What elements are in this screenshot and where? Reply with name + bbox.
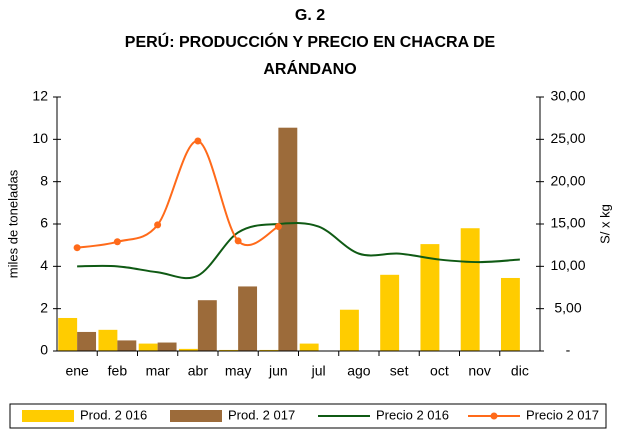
legend-label: Precio 2 016: [376, 407, 449, 422]
chart-title: G. 2: [295, 7, 325, 24]
y-tick-label: 8: [40, 172, 48, 188]
bar: [259, 349, 279, 351]
bar: [77, 331, 97, 351]
chart-title: PERÚ: PRODUCCIÓN Y PRECIO EN CHACRA DE: [125, 32, 496, 51]
line: [76, 140, 279, 249]
bar: [117, 340, 137, 351]
marker: [73, 244, 81, 252]
y2-axis-label: S/ x kg: [597, 204, 612, 244]
x-tick-label: mar: [146, 363, 170, 379]
y2-tick-label: 25,00: [550, 130, 585, 146]
y2-tick-label: 10,00: [550, 257, 585, 273]
x-tick-label: abr: [188, 363, 209, 379]
y-tick-label: 4: [40, 257, 48, 273]
marker: [154, 221, 162, 229]
chart-title: ARÁNDANO: [263, 59, 356, 78]
bar: [339, 309, 359, 351]
x-tick-label: jul: [311, 363, 326, 379]
bar: [460, 228, 480, 351]
x-tick-label: may: [225, 363, 251, 379]
marker: [113, 238, 121, 246]
y-tick-label: 12: [32, 88, 48, 104]
bar: [138, 343, 158, 351]
x-tick-label: set: [390, 363, 409, 379]
legend-box: [9, 403, 607, 429]
bar: [98, 329, 118, 351]
y2-tick-label: -: [566, 342, 571, 358]
x-tick-label: jun: [268, 363, 288, 379]
legend-label: Precio 2 017: [526, 407, 599, 422]
legend-label: Prod. 2 016: [80, 407, 147, 422]
marker: [194, 137, 202, 145]
y-tick-label: 10: [32, 130, 48, 146]
bar: [380, 274, 400, 351]
bar: [299, 343, 319, 351]
bar: [219, 349, 239, 351]
x-tick-label: nov: [468, 363, 491, 379]
y-axis-label: miles de toneladas: [5, 169, 20, 278]
y-tick-label: 2: [40, 299, 48, 315]
y2-tick-label: 5,00: [554, 299, 581, 315]
bar: [278, 127, 298, 351]
bar: [178, 348, 198, 351]
bar: [238, 286, 258, 351]
x-tick-label: ago: [347, 363, 371, 379]
y-tick-label: 0: [40, 342, 48, 358]
legend-swatch: [22, 410, 74, 422]
legend-swatch: [170, 410, 222, 422]
bar: [157, 342, 177, 351]
marker: [234, 237, 242, 245]
x-tick-label: dic: [511, 363, 529, 379]
line: [77, 222, 520, 280]
y-tick-label: 6: [40, 215, 48, 231]
bar: [197, 300, 217, 351]
x-tick-label: feb: [108, 363, 128, 379]
legend-marker: [490, 412, 498, 420]
y2-tick-label: 15,00: [550, 215, 585, 231]
x-tick-label: oct: [430, 363, 449, 379]
x-tick-label: ene: [65, 363, 89, 379]
y2-tick-label: 20,00: [550, 172, 585, 188]
bar: [58, 317, 78, 351]
bar: [500, 277, 520, 351]
y2-tick-label: 30,00: [550, 88, 585, 104]
legend-label: Prod. 2 017: [228, 407, 295, 422]
bar: [420, 244, 440, 351]
marker: [274, 223, 282, 231]
